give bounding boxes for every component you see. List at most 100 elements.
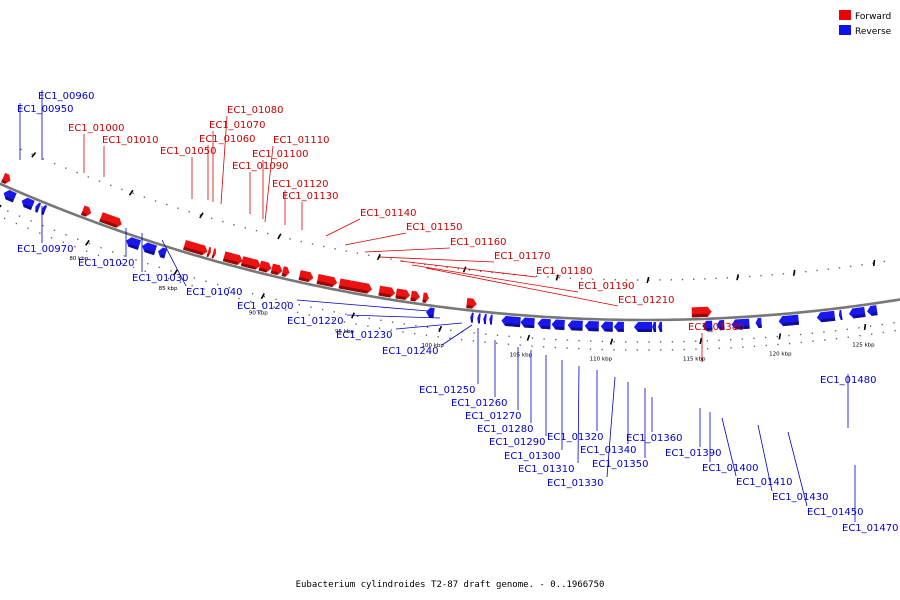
- reverse-gene-block[interactable]: [425, 307, 435, 319]
- gene-label-ec1-01360[interactable]: EC1_01360: [626, 433, 682, 444]
- gene-label-ec1-01150[interactable]: EC1_01150: [406, 222, 462, 233]
- forward-gene-block[interactable]: [410, 290, 420, 302]
- gene-label-ec1-01130[interactable]: EC1_01130: [282, 191, 338, 202]
- gene-label-ec1-01290[interactable]: EC1_01290: [489, 437, 545, 448]
- gene-label-ec1-01140[interactable]: EC1_01140: [360, 208, 416, 219]
- reverse-gene-block[interactable]: [652, 321, 657, 332]
- reverse-gene-block[interactable]: [551, 319, 565, 330]
- forward-gene-block[interactable]: [80, 205, 93, 218]
- gene-label-ec1-01000[interactable]: EC1_01000: [68, 123, 124, 134]
- reverse-gene-block[interactable]: [40, 204, 48, 216]
- forward-gene-block[interactable]: [316, 274, 339, 288]
- forward-gene-block[interactable]: [691, 306, 712, 318]
- gene-label-ec1-01020[interactable]: EC1_01020: [78, 258, 134, 269]
- forward-gene-block[interactable]: [240, 256, 262, 270]
- gene-label-ec1-01450[interactable]: EC1_01450: [807, 507, 863, 518]
- reverse-gene-block[interactable]: [157, 246, 168, 259]
- gene-label-ec1-01070[interactable]: EC1_01070: [209, 120, 265, 131]
- gene-label-ec1-01050[interactable]: EC1_01050: [160, 146, 216, 157]
- reverse-gene-block[interactable]: [816, 310, 836, 323]
- gene-label-ec1-01310[interactable]: EC1_01310: [518, 464, 574, 475]
- gene-label-ec1-01080[interactable]: EC1_01080: [227, 105, 283, 116]
- gene-label-ec1-01430[interactable]: EC1_01430: [772, 492, 828, 503]
- reverse-gene-block[interactable]: [755, 317, 762, 328]
- reverse-gene-block[interactable]: [658, 321, 663, 332]
- gene-label-ec1-01230[interactable]: EC1_01230: [336, 330, 392, 341]
- forward-gene-block[interactable]: [395, 288, 410, 300]
- gene-label-ec1-00950[interactable]: EC1_00950: [17, 104, 73, 115]
- gene-label-ec1-01270[interactable]: EC1_01270: [465, 411, 521, 422]
- gene-label-ec1-01030[interactable]: EC1_01030: [132, 273, 188, 284]
- forward-gene-block[interactable]: [422, 292, 429, 303]
- gene-label-ec1-01400[interactable]: EC1_01400: [702, 463, 758, 474]
- reverse-gene-block[interactable]: [567, 320, 583, 331]
- reverse-gene-block[interactable]: [731, 318, 750, 330]
- forward-gene-block[interactable]: [222, 251, 244, 266]
- gene-label-ec1-01180[interactable]: EC1_01180: [536, 266, 592, 277]
- reverse-gene-block[interactable]: [125, 236, 141, 250]
- gene-label-ec1-01190[interactable]: EC1_01190: [578, 281, 634, 292]
- gene-label-ec1-01330[interactable]: EC1_01330: [547, 478, 603, 489]
- reverse-gene-block[interactable]: [141, 241, 158, 256]
- gene-label-ec1-01340[interactable]: EC1_01340: [580, 445, 636, 456]
- gene-label-ec1-01350[interactable]: EC1_01350: [592, 459, 648, 470]
- forward-gene-block[interactable]: [1, 172, 12, 185]
- reverse-gene-block[interactable]: [702, 320, 713, 331]
- gene-label-ec1-01240[interactable]: EC1_01240: [382, 346, 438, 357]
- gene-label-ec1-00970[interactable]: EC1_00970: [17, 244, 73, 255]
- reverse-gene-block[interactable]: [866, 305, 878, 316]
- gene-label-ec1-00960[interactable]: EC1_00960: [38, 91, 94, 102]
- gene-label-ec1-01010[interactable]: EC1_01010: [102, 135, 158, 146]
- reverse-gene-block[interactable]: [600, 321, 613, 332]
- forward-gene-block[interactable]: [258, 260, 273, 274]
- gene-label-ec1-01060[interactable]: EC1_01060: [199, 134, 255, 145]
- gene-label-ec1-01480[interactable]: EC1_01480: [820, 375, 876, 386]
- forward-gene-block[interactable]: [206, 246, 213, 257]
- gene-label-ec1-01200[interactable]: EC1_01200: [237, 301, 293, 312]
- reverse-gene-block[interactable]: [483, 313, 487, 325]
- gene-label-ec1-01390[interactable]: EC1_01390: [665, 448, 721, 459]
- forward-gene-block[interactable]: [211, 248, 218, 259]
- reverse-gene-block[interactable]: [537, 318, 551, 330]
- reverse-gene-block[interactable]: [501, 315, 521, 328]
- reverse-gene-block[interactable]: [34, 202, 42, 213]
- gene-label-ec1-01260[interactable]: EC1_01260: [451, 398, 507, 409]
- reverse-gene-block[interactable]: [489, 314, 493, 325]
- reverse-gene-block[interactable]: [470, 312, 474, 323]
- forward-gene-block[interactable]: [183, 240, 209, 256]
- reverse-gene-block[interactable]: [716, 320, 725, 331]
- gene-label-ec1-01220[interactable]: EC1_01220: [287, 316, 343, 327]
- gene-label-ec1-01320[interactable]: EC1_01320: [547, 432, 603, 443]
- gene-label-ec1-01300[interactable]: EC1_01300: [504, 451, 560, 462]
- gene-label-ec1-01250[interactable]: EC1_01250: [419, 385, 475, 396]
- forward-gene-block[interactable]: [281, 266, 291, 277]
- reverse-gene-block[interactable]: [848, 306, 866, 319]
- reverse-gene-block[interactable]: [477, 313, 481, 324]
- reverse-gene-block[interactable]: [778, 314, 800, 327]
- reverse-gene-block[interactable]: [584, 321, 599, 332]
- reverse-gene-block[interactable]: [2, 188, 17, 203]
- gene-label-ec1-01410[interactable]: EC1_01410: [736, 477, 792, 488]
- reverse-gene-block[interactable]: [838, 309, 843, 321]
- reverse-gene-block[interactable]: [633, 321, 652, 333]
- gene-label-ec1-01210[interactable]: EC1_01210: [618, 295, 674, 306]
- gene-label-ec1-01170[interactable]: EC1_01170: [494, 251, 550, 262]
- forward-gene-block[interactable]: [99, 212, 123, 229]
- gene-label-ec1-01380[interactable]: EC1_01380: [688, 322, 744, 333]
- forward-gene-block[interactable]: [298, 270, 315, 283]
- forward-gene-block[interactable]: [466, 298, 477, 309]
- gene-label-ec1-01110[interactable]: EC1_01110: [273, 135, 329, 146]
- reverse-gene-block[interactable]: [613, 321, 624, 332]
- gene-label-ec1-01470[interactable]: EC1_01470: [842, 523, 898, 534]
- reverse-gene-block[interactable]: [520, 317, 535, 329]
- gene-label-ec1-01160[interactable]: EC1_01160: [450, 237, 506, 248]
- forward-gene-block[interactable]: [378, 285, 396, 298]
- gene-label-ec1-01280[interactable]: EC1_01280: [477, 424, 533, 435]
- gene-label-ec1-01120[interactable]: EC1_01120: [272, 179, 328, 190]
- forward-gene-block[interactable]: [338, 278, 373, 295]
- gene-label-ec1-01100[interactable]: EC1_01100: [252, 149, 308, 160]
- gene-label-ec1-01090[interactable]: EC1_01090: [232, 161, 288, 172]
- forward-gene-block[interactable]: [270, 263, 284, 276]
- gene-label-ec1-01040[interactable]: EC1_01040: [186, 287, 242, 298]
- reverse-gene-block[interactable]: [20, 196, 35, 211]
